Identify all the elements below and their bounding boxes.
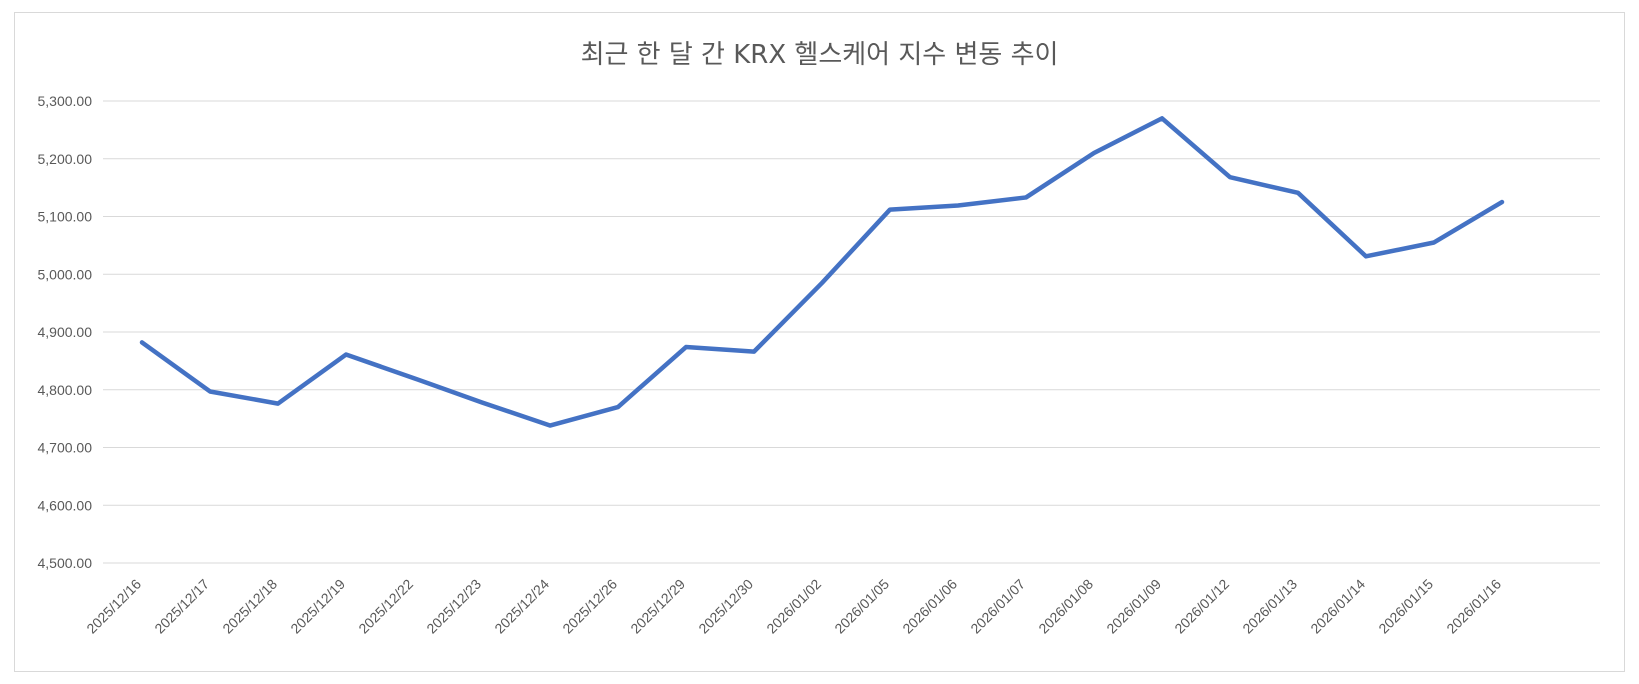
grid-lines — [103, 100, 1600, 564]
x-tick-label: 2026/01/08 — [1035, 576, 1096, 637]
x-tick-label: 2026/01/12 — [1171, 576, 1232, 637]
y-tick-label: 5,000.00 — [38, 266, 93, 282]
y-tick-label: 4,700.00 — [38, 440, 93, 456]
y-axis: 4,500.00 4,600.00 4,700.00 4,800.00 4,900.00… — [38, 93, 93, 571]
x-tick-label: 2026/01/05 — [831, 576, 892, 637]
y-tick-label: 5,100.00 — [38, 209, 93, 225]
x-tick-label: 2026/01/14 — [1307, 576, 1368, 637]
y-tick-label: 5,200.00 — [38, 151, 93, 167]
series-group — [139, 116, 1505, 428]
x-tick-label: 2026/01/02 — [763, 576, 824, 637]
x-tick-label: 2026/01/09 — [1103, 576, 1164, 637]
y-tick-label: 5,300.00 — [38, 93, 93, 109]
x-tick-label: 2026/01/15 — [1375, 576, 1436, 637]
x-tick-label: 2025/12/19 — [287, 576, 348, 637]
x-tick-label: 2025/12/29 — [627, 576, 688, 637]
x-axis: 2025/12/16 2025/12/17 2025/12/18 2025/12/19… — [83, 576, 1504, 637]
x-tick-label: 2025/12/16 — [83, 576, 144, 637]
x-tick-label: 2025/12/24 — [491, 576, 552, 637]
x-tick-label: 2026/01/16 — [1443, 576, 1504, 637]
y-tick-label: 4,800.00 — [38, 382, 93, 398]
y-tick-label: 4,500.00 — [38, 555, 93, 571]
x-tick-label: 2026/01/06 — [899, 576, 960, 637]
x-tick-label: 2025/12/30 — [695, 576, 756, 637]
x-tick-label: 2025/12/23 — [423, 576, 484, 637]
x-tick-label: 2026/01/07 — [967, 576, 1028, 637]
y-tick-label: 4,600.00 — [38, 497, 93, 513]
x-tick-label: 2025/12/22 — [355, 576, 416, 637]
chart-title: 최근 한 달 간 KRX 헬스케어 지수 변동 추이 — [580, 40, 1059, 70]
x-tick-label: 2025/12/17 — [151, 576, 212, 637]
x-tick-label: 2026/01/13 — [1239, 576, 1300, 637]
series-line — [139, 116, 1505, 428]
chart-frame — [14, 12, 1625, 672]
x-tick-label: 2025/12/26 — [559, 576, 620, 637]
x-tick-label: 2025/12/18 — [219, 576, 280, 637]
y-tick-label: 4,900.00 — [38, 324, 93, 340]
